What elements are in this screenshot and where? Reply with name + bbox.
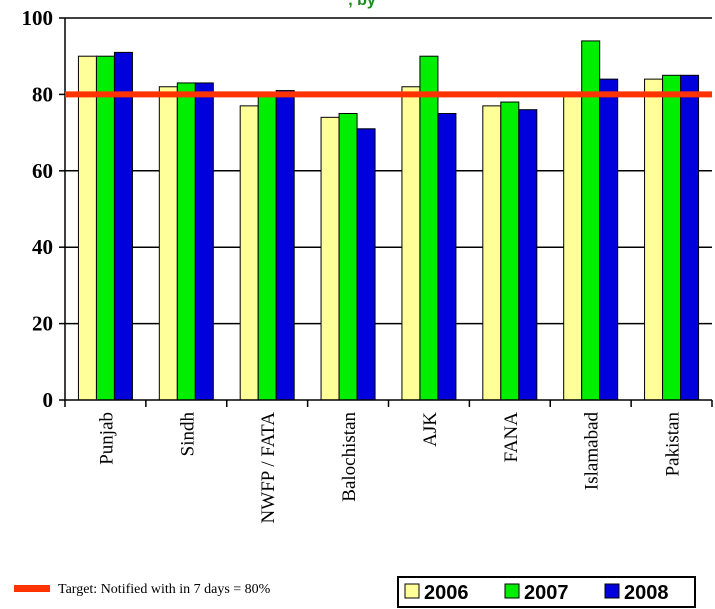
y-tick-labels: 0 20 40 60 80 100 — [22, 6, 54, 412]
y-tick-label: 100 — [22, 6, 54, 30]
bar-2006 — [158, 86, 178, 401]
bar-2007 — [95, 55, 115, 401]
bar-2008 — [194, 82, 214, 401]
bar-2007 — [662, 74, 682, 401]
legend-box — [397, 576, 696, 608]
axes — [59, 17, 713, 407]
legend-label: 2007 — [524, 582, 569, 604]
target-legend-swatch — [14, 585, 50, 592]
category-labels: Punjab Sindh NWFP / FATA Balochistan AJK FANA… — [96, 412, 683, 524]
bar-2006 — [644, 78, 664, 401]
bar-2008 — [275, 90, 295, 401]
bar-2007 — [500, 101, 520, 401]
bar-2008 — [356, 128, 376, 401]
series-legend: 2006 2007 2008 — [397, 576, 696, 608]
y-tick-label: 0 — [43, 388, 54, 412]
bar-2006 — [482, 105, 502, 401]
legend-label: 2008 — [624, 582, 669, 604]
bar-2007 — [176, 82, 196, 401]
category-label: Sindh — [177, 412, 198, 457]
bar-2008 — [680, 74, 700, 401]
y-tick-label: 80 — [32, 82, 53, 106]
legend-swatch — [404, 583, 420, 599]
bar-2007 — [419, 55, 439, 401]
legend-swatch — [604, 583, 620, 599]
legend-label: 2006 — [424, 582, 469, 604]
y-tick-label: 20 — [32, 312, 53, 336]
bar-2008 — [437, 113, 457, 401]
chart-title-fragment: , by — [348, 0, 376, 9]
bar-2006 — [320, 116, 340, 401]
bar-2006 — [401, 86, 421, 401]
bar-2007 — [338, 113, 358, 401]
bar-2008 — [599, 78, 619, 401]
legend-swatch — [504, 583, 520, 599]
bar-2006 — [563, 93, 583, 401]
category-label: FANA — [501, 412, 522, 463]
category-label: Islamabad — [582, 412, 603, 491]
target-legend: Target: Notified with in 7 days = 80% — [14, 582, 271, 597]
category-label: Balochistan — [339, 412, 360, 502]
bar-2006 — [77, 55, 97, 401]
y-tick-label: 40 — [32, 235, 53, 259]
category-label: Punjab — [96, 412, 117, 465]
bar-2007 — [257, 93, 277, 401]
bar-2006 — [239, 105, 259, 401]
category-label: Pakistan — [663, 412, 684, 477]
category-label: NWFP / FATA — [258, 412, 279, 524]
category-label: AJK — [420, 412, 441, 447]
target-legend-label: Target: Notified with in 7 days = 80% — [58, 582, 271, 597]
bar-2008 — [518, 109, 538, 401]
y-tick-label: 60 — [32, 159, 53, 183]
bar-2008 — [113, 51, 133, 401]
